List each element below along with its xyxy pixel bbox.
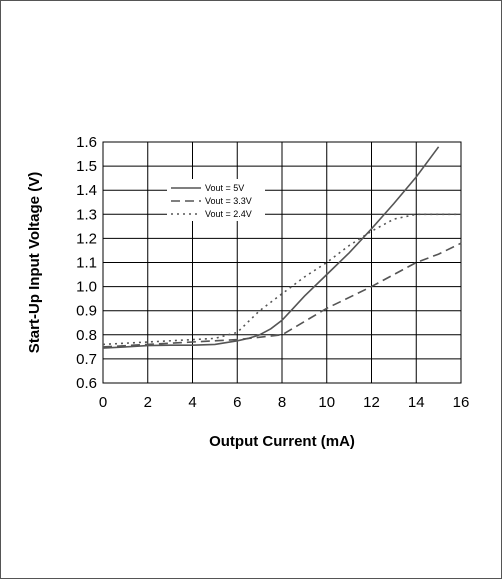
series-lines	[102, 146, 462, 349]
x-tick-label: 10	[318, 394, 335, 411]
x-axis-title: Output Current (mA)	[209, 433, 355, 450]
x-tick-label: 2	[144, 394, 152, 411]
series-line	[102, 242, 462, 348]
legend-label: Vout = 2.4V	[205, 209, 252, 219]
y-tick-label: 1.1	[76, 255, 97, 272]
y-tick-label: 0.8	[76, 327, 97, 344]
x-tick-label: 14	[408, 394, 425, 411]
x-tick-label: 6	[233, 394, 241, 411]
y-tick-label: 0.6	[76, 375, 97, 392]
plot-area	[102, 141, 462, 384]
legend: Vout = 5V Vout = 3.3V Vout = 2.4V	[167, 179, 265, 221]
series-line	[102, 146, 440, 349]
legend-label: Vout = 3.3V	[205, 196, 252, 206]
series-line	[102, 213, 461, 346]
y-tick-label: 0.9	[76, 303, 97, 320]
tick-labels: 0 2 4 6 8 10 12 14 16 0.6 0.7 0.8 0.9 1.0 1.1 1.2 1.3 1.4…	[76, 134, 469, 411]
x-tick-label: 16	[453, 394, 470, 411]
grid	[103, 142, 461, 383]
y-tick-label: 1.3	[76, 206, 97, 223]
y-tick-label: 1.2	[76, 230, 97, 247]
y-tick-label: 1.0	[76, 279, 97, 296]
y-tick-label: 0.7	[76, 351, 97, 368]
y-axis-title: Start-Up Input Voltage (V)	[26, 172, 43, 353]
x-tick-label: 4	[188, 394, 196, 411]
y-tick-label: 1.6	[76, 134, 97, 151]
x-tick-label: 12	[363, 394, 380, 411]
x-tick-label: 0	[99, 394, 107, 411]
legend-label: Vout = 5V	[205, 183, 244, 193]
x-tick-label: 8	[278, 394, 286, 411]
y-tick-label: 1.5	[76, 158, 97, 175]
y-tick-label: 1.4	[76, 182, 97, 199]
